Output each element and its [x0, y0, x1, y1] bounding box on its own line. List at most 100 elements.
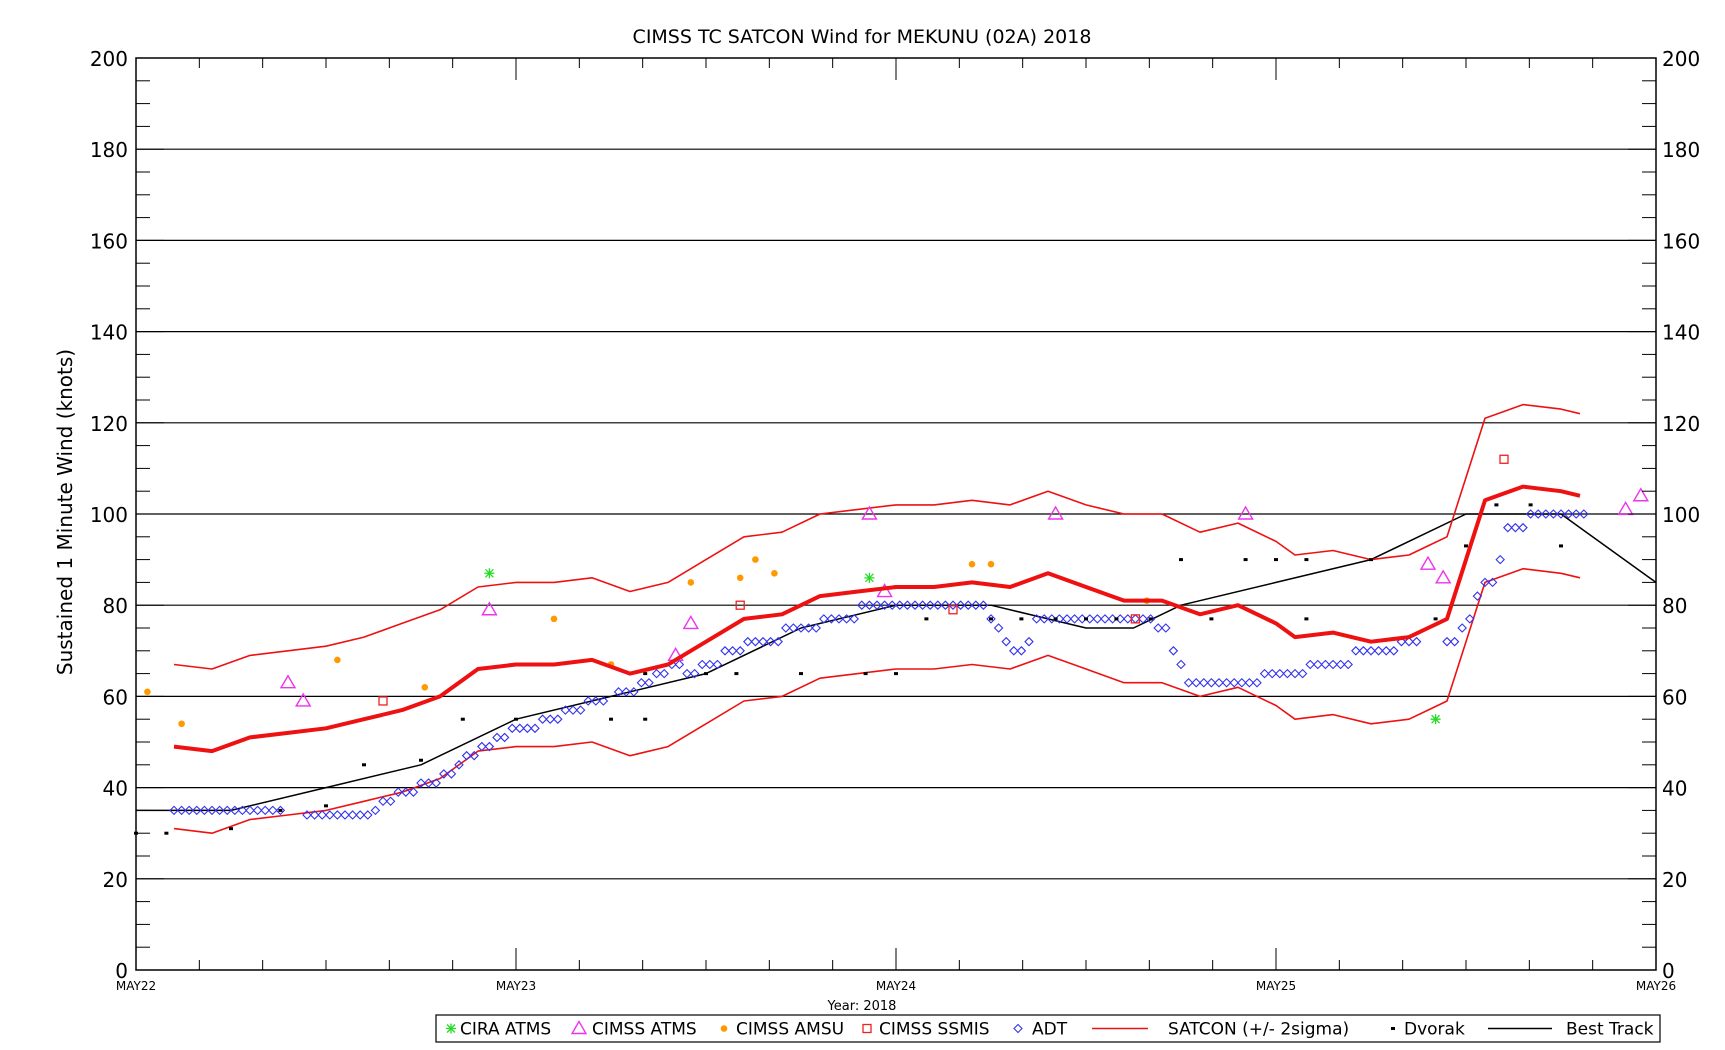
adt-point	[1442, 636, 1452, 647]
grid-lines	[136, 148, 1656, 880]
adt-point	[446, 769, 457, 779]
adt-point	[1465, 614, 1475, 624]
adt-point	[1199, 677, 1209, 688]
adt-point	[1366, 646, 1376, 656]
adt-point	[214, 805, 225, 816]
adt-point	[1297, 668, 1308, 679]
adt-point	[268, 805, 278, 816]
adt-point	[222, 805, 232, 816]
adt-point	[803, 623, 814, 633]
series-layer	[134, 403, 1657, 835]
adt-point	[454, 760, 464, 770]
legend: CIRA ATMS CIMSS ATMS CIMSS AMSU CIMSS SSMIS…	[435, 1014, 1661, 1043]
cira-atms-point	[864, 572, 875, 583]
adt-point	[910, 600, 920, 610]
legend-label: Best Track	[1566, 1020, 1654, 1040]
dvorak-point	[164, 831, 169, 835]
adt-point	[743, 636, 753, 647]
x-tick-label: MAY24	[876, 979, 916, 993]
series-dvorak	[134, 503, 1563, 835]
dvorak-point	[1304, 617, 1309, 621]
dvorak-point	[989, 617, 993, 621]
x-tick-label: MAY25	[1256, 979, 1296, 993]
adt-point	[545, 714, 555, 724]
adt-point	[1282, 668, 1293, 679]
dvorak-point	[514, 717, 518, 721]
adt-point	[568, 705, 578, 715]
adt-point	[309, 810, 320, 820]
y-tick-label-right: 20	[1662, 868, 1687, 892]
adt-point	[1495, 554, 1505, 565]
legend-swatch	[446, 1023, 456, 1034]
x-axis-label: Year: 2018	[827, 999, 897, 1014]
adt-point	[1168, 646, 1179, 656]
cimss-atms-point	[1419, 555, 1437, 570]
adt-point	[765, 636, 776, 647]
legend-item: Dvorak	[1391, 1020, 1465, 1040]
adt-point	[978, 600, 989, 610]
adt-point	[727, 646, 738, 656]
cimss-amsu-point	[334, 656, 341, 664]
adt-point	[591, 696, 601, 706]
adt-point	[1556, 509, 1566, 519]
adt-point	[598, 696, 609, 706]
dvorak-point	[863, 672, 868, 676]
adt-point	[492, 732, 502, 743]
adt-point	[1145, 614, 1156, 624]
adt-point	[408, 787, 419, 797]
adt-point	[347, 810, 358, 820]
cimss-atms-point	[279, 674, 297, 689]
adt-point	[340, 810, 350, 820]
dvorak-point	[799, 672, 803, 676]
adt-point	[325, 810, 335, 820]
series-cimss-ssmis	[378, 454, 1509, 706]
adt-point	[1533, 509, 1543, 519]
dvorak-point	[1209, 617, 1214, 621]
y-tick-label-right: 60	[1662, 685, 1687, 709]
adt-point	[705, 659, 715, 670]
cimss-amsu-point	[421, 683, 429, 691]
adt-point	[1503, 522, 1513, 533]
adt-point	[963, 600, 973, 610]
legend-item: CIMSS ATMS	[570, 1020, 697, 1040]
legend-label: CIMSS SSMIS	[879, 1020, 990, 1040]
cimss-amsu-point	[550, 615, 558, 623]
y-tick-label-right: 160	[1662, 229, 1700, 253]
dvorak-point	[643, 672, 648, 676]
cimss-amsu-point	[178, 720, 185, 728]
adt-point	[423, 778, 434, 788]
adt-point	[1305, 659, 1315, 670]
adt-point	[1153, 623, 1163, 633]
legend-item: Best Track	[1488, 1020, 1654, 1040]
adt-point	[1138, 614, 1148, 624]
adt-point	[644, 677, 654, 688]
adt-point	[689, 668, 700, 679]
adt-point	[651, 668, 662, 679]
cimss-atms-point	[682, 615, 700, 630]
adt-point	[1069, 614, 1080, 624]
adt-point	[560, 705, 571, 715]
y-tick-label-right: 0	[1662, 959, 1675, 983]
dvorak-point	[1019, 617, 1024, 621]
adt-point	[302, 810, 312, 820]
adt-point	[1221, 677, 1232, 688]
adt-point	[1411, 636, 1422, 647]
legend-item: CIMSS SSMIS	[862, 1020, 990, 1040]
cimss-atms-point	[294, 692, 312, 707]
adt-point	[469, 750, 479, 761]
adt-point	[1510, 522, 1521, 533]
adt-point	[260, 805, 270, 816]
adt-point	[416, 778, 426, 788]
adt-point	[902, 600, 913, 610]
y-tick-label-right: 80	[1662, 594, 1687, 618]
adt-point	[925, 600, 935, 610]
legend-label: Dvorak	[1404, 1020, 1465, 1040]
dvorak-point	[924, 617, 929, 621]
legend-swatch	[1391, 1027, 1395, 1030]
adt-point	[917, 600, 928, 610]
adt-point	[796, 623, 806, 633]
y-axis-label: Sustained 1 Minute Wind (knots)	[53, 349, 77, 675]
cimss-ssmis-point	[735, 600, 745, 610]
y-tick-label-right: 200	[1662, 47, 1700, 71]
y-tick-label-left: 0	[115, 959, 128, 983]
